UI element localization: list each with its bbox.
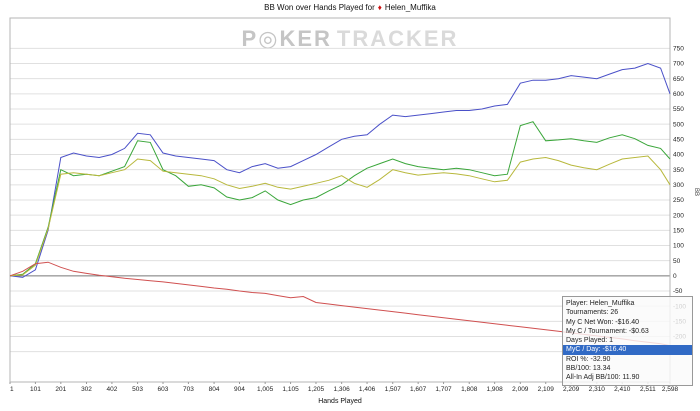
x-tick-label: 2,109	[538, 386, 555, 393]
x-tick-label: 1,607	[410, 386, 427, 393]
series-blue-line	[9, 62, 671, 278]
tooltip-row-per-tournament: My C / Tournament: -$0.63	[566, 327, 649, 335]
x-tick-label: 302	[81, 386, 92, 393]
gridlines	[9, 17, 671, 383]
x-tick-label: 1	[10, 386, 14, 393]
x-tick-label: 1,507	[385, 386, 402, 393]
tooltip-row-net-won: My C Net Won: -$16.40	[566, 318, 640, 326]
y-tick-label: 450	[673, 137, 684, 144]
y-tick-label: 250	[673, 197, 684, 204]
x-tick-label: 503	[132, 386, 143, 393]
tooltip-row-bb100: BB/100: 13.34	[566, 365, 611, 373]
x-tick-label: 2,410	[614, 386, 631, 393]
x-tick-label: 201	[55, 386, 66, 393]
chart-title-text: BB Won over Hands Played for	[264, 3, 375, 12]
x-axis-labels: 1 101 201 302 402 503 603 703 804 904 1,005 1,105 1,…	[9, 382, 679, 393]
y-tick-label: 100	[673, 243, 684, 250]
tooltip-row-days-played: Days Played: 1	[566, 337, 614, 345]
tooltip-row-allin-adj: All-In Adj BB/100: 11.90	[566, 374, 640, 382]
x-tick-label: 402	[106, 386, 117, 393]
watermark-tracker: TRACKER	[336, 26, 459, 51]
watermark-poker: P◎KER	[241, 26, 332, 51]
x-tick-label: 1,808	[461, 386, 478, 393]
y-tick-label: 200	[673, 212, 684, 219]
series-green-line	[9, 121, 671, 277]
y-tick-label: -50	[673, 288, 683, 295]
y-tick-label: 500	[673, 121, 684, 128]
y-tick-label: 150	[673, 228, 684, 235]
y-tick-label: 600	[673, 91, 684, 98]
x-tick-label: 1,105	[282, 386, 299, 393]
x-tick-label: 1,205	[308, 386, 325, 393]
plot-border	[9, 17, 671, 383]
x-tick-label: 1,908	[487, 386, 504, 393]
y-tick-label: 700	[673, 61, 684, 68]
tooltip-row-tournaments: Tournaments: 26	[566, 309, 619, 317]
y-tick-label: 650	[673, 76, 684, 83]
x-tick-label: 804	[209, 386, 220, 393]
chart-title: BB Won over Hands Played for ♦ Helen_Muffi…	[0, 3, 700, 12]
target-icon: ◎	[258, 26, 280, 51]
x-tick-label: 1,406	[359, 386, 376, 393]
x-tick-label: 1,005	[257, 386, 274, 393]
x-tick-label: 703	[183, 386, 194, 393]
x-axis-title: Hands Played	[318, 398, 362, 405]
x-tick-label: 2,598	[662, 386, 679, 393]
x-tick-label: 603	[158, 386, 169, 393]
y-axis-title: BB	[693, 188, 699, 197]
series-yellow-line	[9, 155, 671, 277]
x-tick-label: 2,511	[640, 386, 656, 393]
stats-tooltip: Player: Helen_Muffika Tournaments: 26 My…	[562, 296, 693, 386]
y-tick-label: 300	[673, 182, 684, 189]
y-tick-label: 400	[673, 152, 684, 159]
y-tick-label: 350	[673, 167, 684, 174]
tooltip-row-player: Player: Helen_Muffika	[566, 300, 635, 307]
x-tick-label: 1,707	[435, 386, 452, 393]
y-tick-label: 50	[673, 258, 681, 265]
x-tick-label: 904	[234, 386, 245, 393]
x-tick-label: 101	[30, 386, 41, 393]
tooltip-row-per-day: MyC / Day: -$16.40	[563, 345, 692, 355]
y-tick-label: 0	[673, 273, 677, 280]
tooltip-row-roi: ROI %: -32.90	[566, 355, 611, 363]
player-name: Helen_Muffika	[384, 3, 436, 12]
y-tick-label: 550	[673, 106, 684, 113]
x-tick-label: 2,310	[589, 386, 606, 393]
x-tick-label: 1,306	[334, 386, 351, 393]
pokertracker-watermark: P◎KER TRACKER	[0, 26, 700, 52]
x-tick-label: 2,209	[563, 386, 580, 393]
y-tick-label: 750	[673, 46, 684, 53]
x-tick-label: 2,009	[512, 386, 529, 393]
pokertracker-icon: ♦	[377, 3, 382, 12]
